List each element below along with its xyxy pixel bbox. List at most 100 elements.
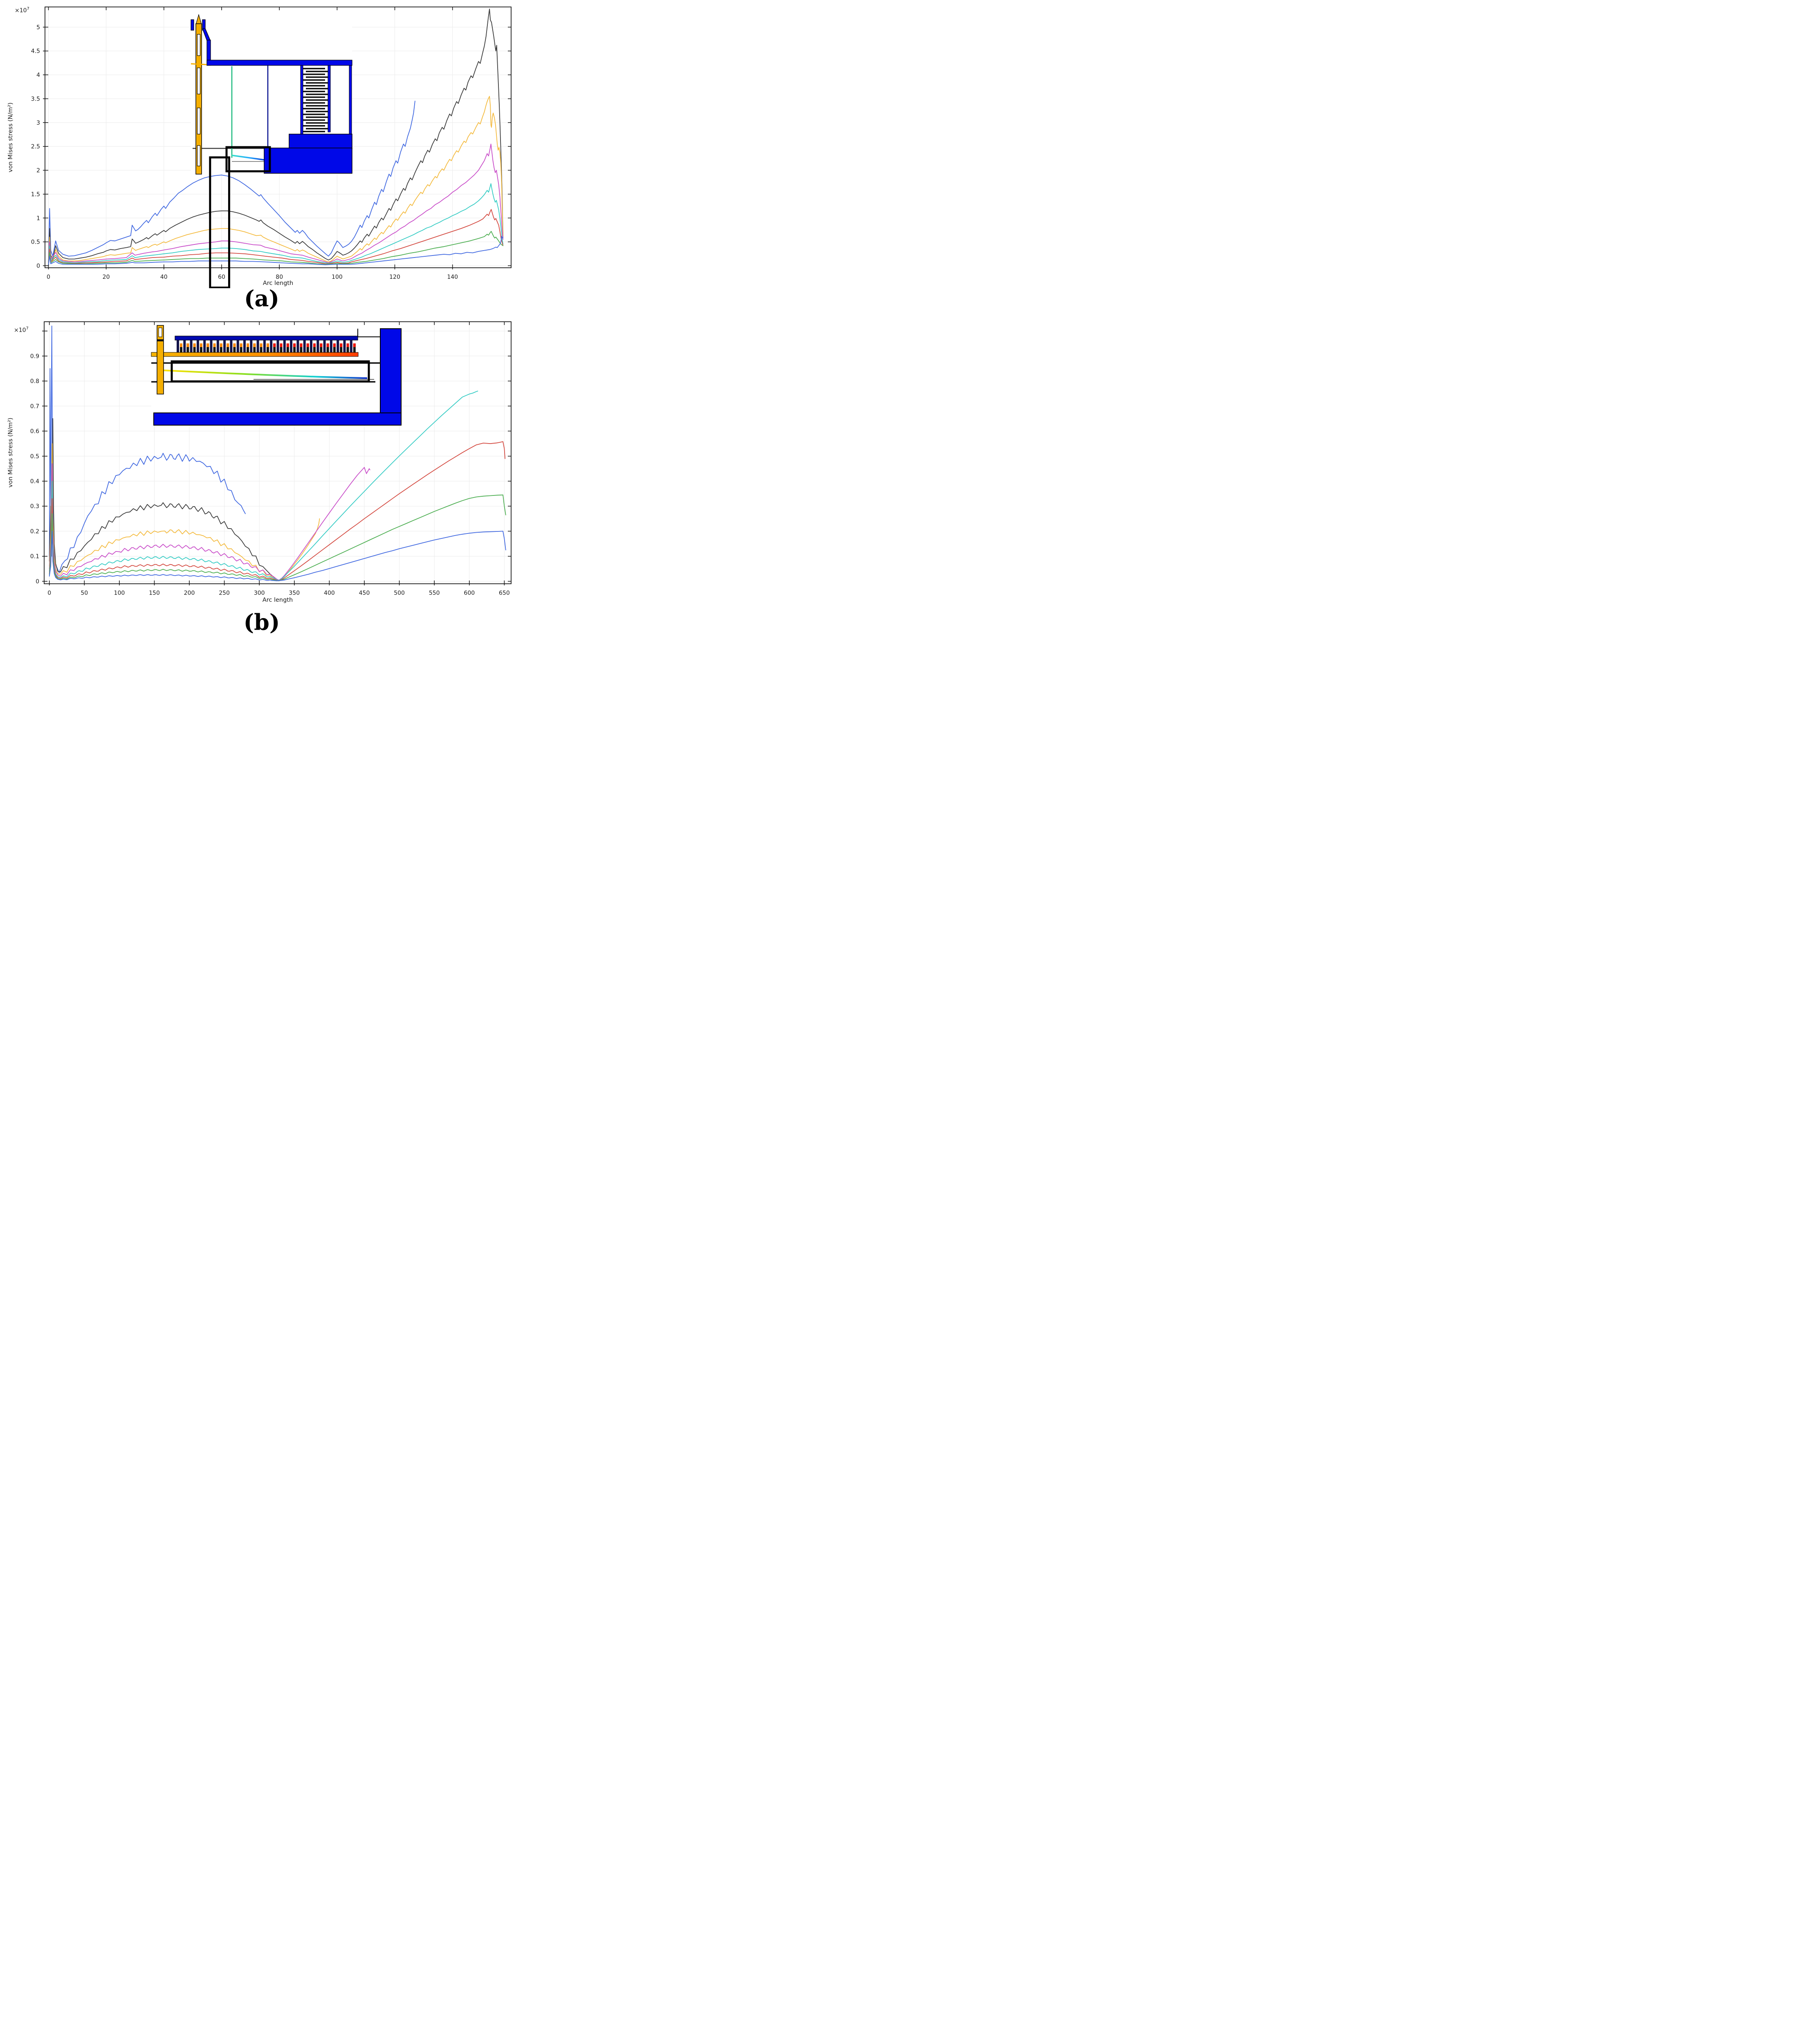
panel-b-caption: (b) bbox=[243, 609, 280, 635]
inset-b-base-block bbox=[153, 412, 402, 426]
comb-tooth-lower bbox=[247, 343, 249, 356]
tick-label-y: 0.7 bbox=[30, 403, 39, 410]
comb-tooth-tip bbox=[220, 343, 222, 347]
comb-tooth-upper bbox=[316, 340, 319, 352]
comb-tooth-upper bbox=[310, 340, 312, 352]
comb-tooth-tip bbox=[306, 343, 309, 347]
tick-label-y: 1.5 bbox=[31, 191, 40, 198]
tick-label-y: 3 bbox=[36, 120, 40, 126]
series-black bbox=[49, 418, 282, 581]
comb-tooth-upper bbox=[203, 340, 206, 352]
tick-label-x: 0 bbox=[47, 274, 50, 280]
inset-a-base-block bbox=[264, 148, 352, 174]
comb-tooth-lower bbox=[186, 343, 189, 356]
comb-tooth-upper bbox=[323, 340, 326, 352]
tick-label-x: 550 bbox=[429, 590, 440, 596]
comb-tooth-lower bbox=[233, 343, 236, 356]
tick-label-x: 100 bbox=[114, 590, 125, 596]
tick-label-x: 80 bbox=[276, 274, 283, 280]
tick-label-y: 0.2 bbox=[30, 528, 39, 535]
series-magenta bbox=[49, 463, 370, 581]
y-axis-exponent-power: 7 bbox=[27, 7, 29, 11]
comb-tooth-tip bbox=[353, 343, 356, 347]
y-axis-label: von Mises stress (N/m²) bbox=[7, 418, 14, 488]
comb-tooth-upper bbox=[263, 340, 266, 352]
comb-tooth-tip bbox=[227, 343, 229, 347]
comb-tooth-tip bbox=[326, 343, 329, 347]
tick-label-y: 2.5 bbox=[31, 143, 40, 150]
inset-a-needle-slot bbox=[197, 145, 201, 166]
comb-tooth-tip bbox=[280, 343, 283, 347]
inset-a-gold-line bbox=[191, 63, 207, 65]
inset-b-gold-beam-notch bbox=[157, 339, 164, 341]
tick-label-x: 120 bbox=[389, 274, 400, 280]
tick-label-y: 0 bbox=[36, 578, 39, 585]
tick-label-x: 400 bbox=[324, 590, 335, 596]
comb-tooth-tip bbox=[333, 343, 336, 347]
comb-tooth-tip bbox=[286, 343, 289, 347]
comb-tooth-upper bbox=[183, 340, 186, 352]
tick-label-x: 50 bbox=[81, 590, 88, 596]
axes-a: 0 20 40 60 80 100 120 140 0 0.5 1 1.5 2 2.5 3 3.5 4 4.5 5 A… bbox=[7, 7, 512, 287]
comb-tooth-tip bbox=[320, 343, 323, 347]
series-black bbox=[48, 9, 504, 264]
comb-tooth-lower bbox=[293, 343, 296, 356]
inset-b-gold-beam-slot bbox=[158, 327, 162, 337]
comb-tooth-tip bbox=[260, 343, 263, 347]
series-blue-arch bbox=[48, 101, 415, 263]
inset-a-blue-right-rail bbox=[349, 65, 352, 139]
tick-label-y: 0.3 bbox=[30, 503, 39, 510]
comb-tooth-tip bbox=[206, 343, 209, 347]
comb-tooth-lower bbox=[273, 343, 276, 356]
comb-tooth-lower bbox=[300, 343, 303, 356]
comb-tooth-lower bbox=[193, 343, 196, 356]
series-blue-bottom bbox=[48, 235, 504, 266]
comb-tooth-upper bbox=[243, 340, 246, 352]
tick-label-x: 600 bbox=[464, 590, 475, 596]
tick-label-y: 0.6 bbox=[30, 428, 39, 435]
panel-a-caption: (a) bbox=[244, 285, 280, 312]
comb-tooth-lower bbox=[253, 343, 256, 356]
comb-tooth-upper bbox=[337, 340, 339, 352]
axis-box bbox=[44, 321, 512, 584]
inset-a-comb-fingers bbox=[303, 68, 328, 132]
comb-tooth-lower bbox=[266, 343, 269, 356]
figure: 0 20 40 60 80 100 120 140 0 0.5 1 1.5 2 2.5 3 3.5 4 4.5 5 A… bbox=[0, 0, 523, 642]
tick-label-y: 4 bbox=[36, 72, 40, 78]
series-red bbox=[49, 441, 505, 581]
tick-label-x: 250 bbox=[219, 590, 230, 596]
inset-a-needle-slot bbox=[197, 67, 201, 94]
inset-b-gold-beam bbox=[157, 325, 164, 394]
comb-tooth-upper bbox=[250, 340, 253, 352]
comb-tooth-tip bbox=[346, 343, 349, 347]
inset-a-highlight-rect bbox=[225, 146, 271, 173]
tick-label-x: 350 bbox=[289, 590, 300, 596]
comb-tooth-upper bbox=[216, 340, 219, 352]
tick-label-x: 60 bbox=[218, 274, 225, 280]
comb-tooth-tip bbox=[200, 343, 202, 347]
comb-tooth-upper bbox=[256, 340, 259, 352]
comb-tooth-tip bbox=[340, 343, 343, 347]
tick-label-y: 0.1 bbox=[30, 554, 39, 560]
comb-tooth-upper bbox=[230, 340, 233, 352]
y-axis-label: von Mises stress (N/m²) bbox=[7, 103, 14, 173]
inset-b-navy-spine bbox=[175, 336, 358, 341]
comb-tooth-upper bbox=[303, 340, 306, 352]
comb-tooth-upper bbox=[210, 340, 213, 352]
axis-box bbox=[45, 7, 512, 268]
inset-a-comb-right-rail bbox=[328, 65, 331, 132]
inset-b-highlight-rect bbox=[171, 360, 370, 383]
y-axis-exponent: ×107 bbox=[15, 7, 29, 14]
tick-label-x: 100 bbox=[332, 274, 343, 280]
comb-tooth-lower bbox=[326, 343, 329, 356]
comb-tooth-upper bbox=[276, 340, 279, 352]
series-blue-bottom bbox=[49, 531, 506, 581]
x-axis-label: Arc length bbox=[263, 280, 293, 287]
comb-tooth-tip bbox=[180, 343, 182, 347]
series-green bbox=[48, 231, 504, 266]
series-green bbox=[49, 494, 506, 581]
comb-tooth-upper bbox=[290, 340, 293, 352]
comb-tooth-tip bbox=[233, 343, 236, 347]
comb-tooth-tip bbox=[193, 343, 196, 347]
inset-b bbox=[151, 322, 402, 426]
